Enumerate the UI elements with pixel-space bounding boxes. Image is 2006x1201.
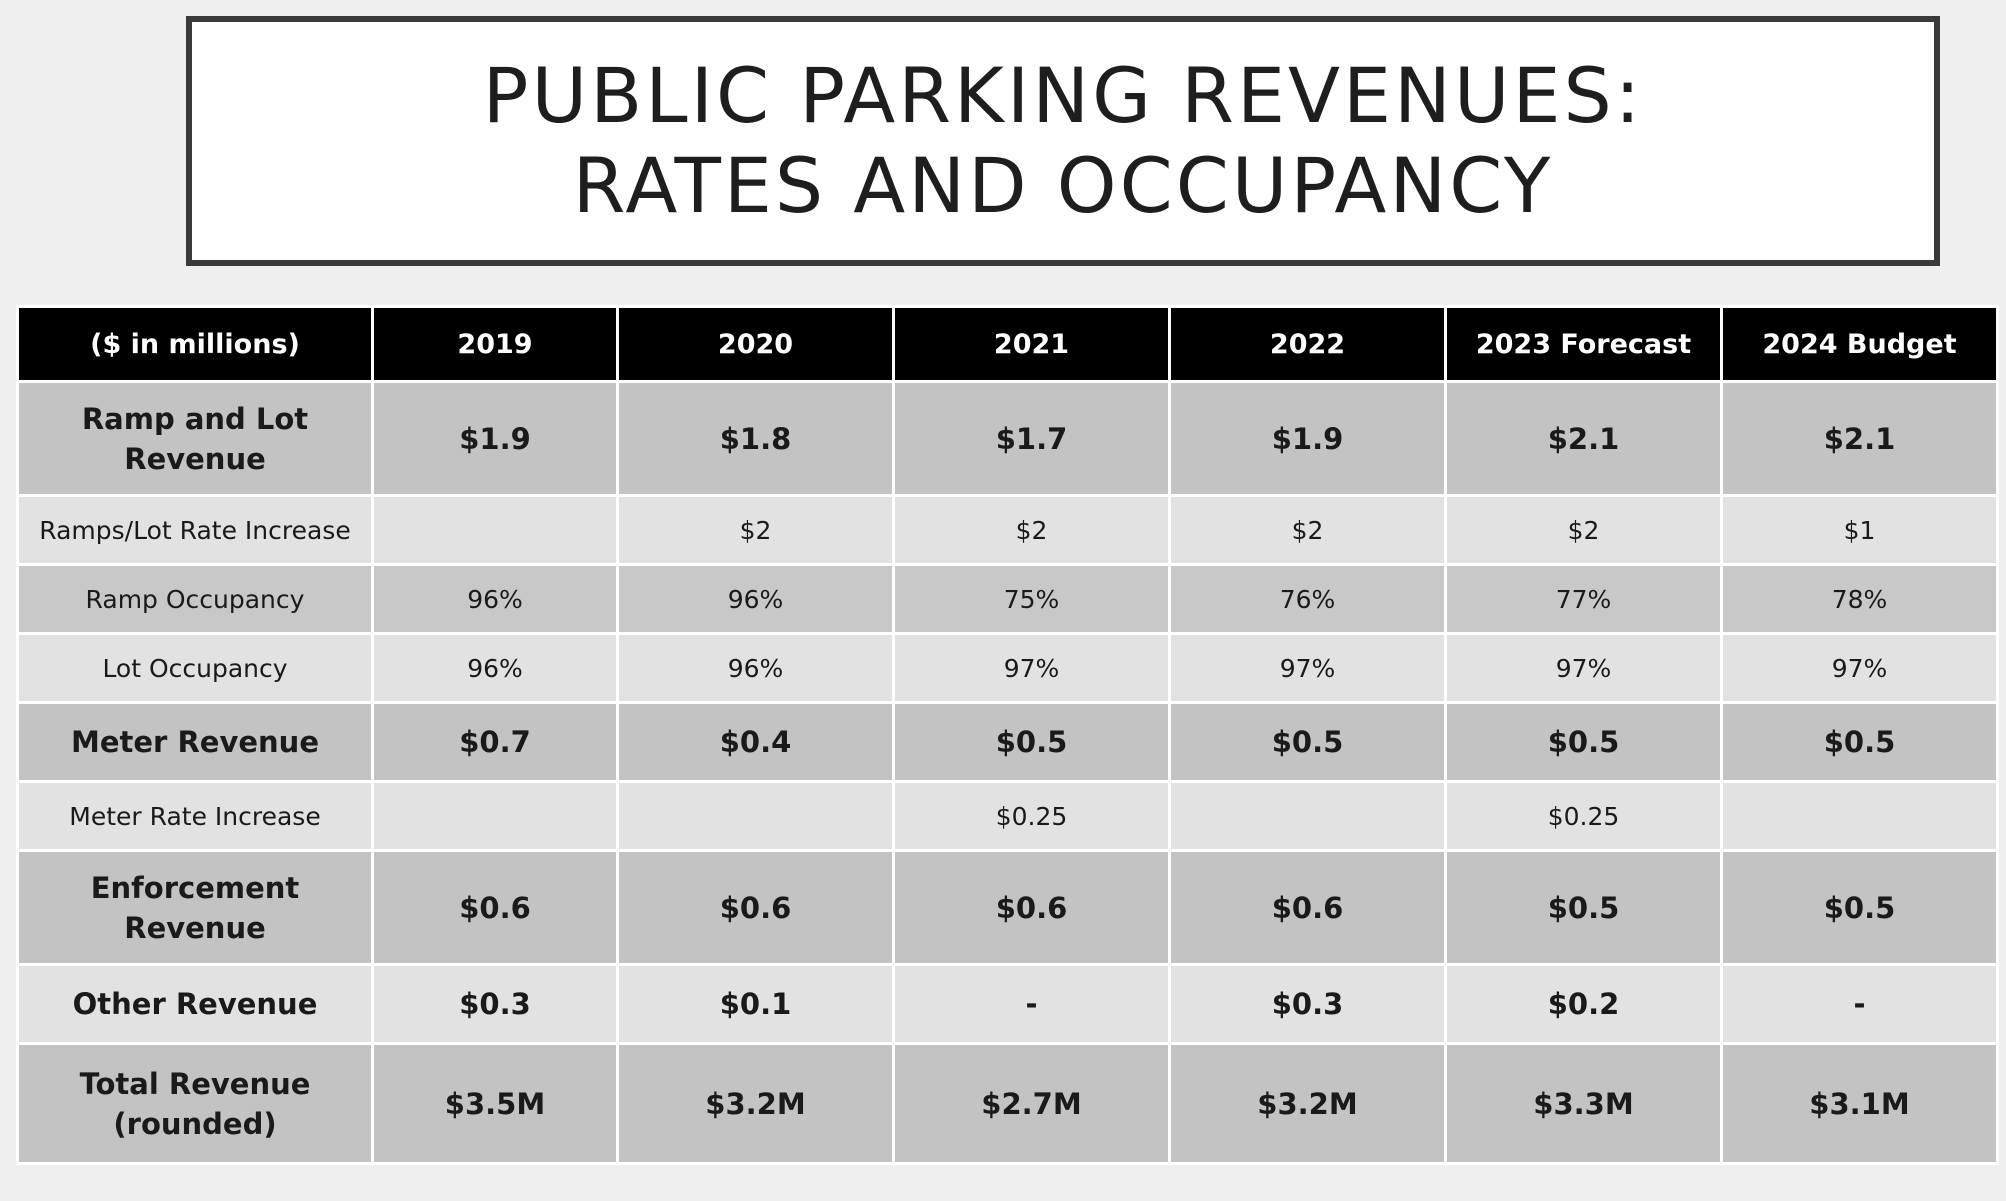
row-label: Ramps/Lot Rate Increase <box>16 494 374 566</box>
table-cell: 97% <box>1444 632 1723 704</box>
table-cell: $0.25 <box>892 780 1171 852</box>
table-row-ramp-occupancy: Ramp Occupancy 96% 96% 75% 76% 77% 78% <box>16 563 1999 635</box>
table-cell: $0.1 <box>616 963 895 1045</box>
table-cell: 75% <box>892 563 1171 635</box>
table-cell: $1.8 <box>616 380 895 497</box>
table-cell <box>1168 780 1447 852</box>
table-cell: $0.6 <box>371 849 619 966</box>
header-cell-2024-budget: 2024 Budget <box>1720 305 1999 383</box>
table-cell: $3.5M <box>371 1042 619 1165</box>
page-title-line-1: PUBLIC PARKING REVENUES: <box>482 51 1644 140</box>
header-cell-2021: 2021 <box>892 305 1171 383</box>
table-cell: 97% <box>892 632 1171 704</box>
table-cell: $1 <box>1720 494 1999 566</box>
title-box: PUBLIC PARKING REVENUES: RATES AND OCCUP… <box>186 16 1940 266</box>
table-cell: $3.3M <box>1444 1042 1723 1165</box>
row-label: Ramp and Lot Revenue <box>16 380 374 497</box>
table-cell <box>371 494 619 566</box>
table-cell: $0.5 <box>1444 849 1723 966</box>
table-cell: $0.3 <box>371 963 619 1045</box>
table-cell: $0.5 <box>1168 701 1447 783</box>
row-label: Other Revenue <box>16 963 374 1045</box>
table-cell: $2.1 <box>1720 380 1999 497</box>
row-label: Enforcement Revenue <box>16 849 374 966</box>
table-cell: 96% <box>616 632 895 704</box>
table-cell: $0.5 <box>1444 701 1723 783</box>
table-cell: $1.9 <box>371 380 619 497</box>
table-cell <box>1720 780 1999 852</box>
table-cell <box>371 780 619 852</box>
table-cell: 96% <box>371 563 619 635</box>
header-cell-2022: 2022 <box>1168 305 1447 383</box>
table-cell: $2.7M <box>892 1042 1171 1165</box>
table-header-row: ($ in millions) 2019 2020 2021 2022 2023… <box>16 305 1999 383</box>
table-cell: $0.5 <box>892 701 1171 783</box>
table-cell: $3.2M <box>616 1042 895 1165</box>
table-row-other-revenue: Other Revenue $0.3 $0.1 - $0.3 $0.2 - <box>16 963 1999 1045</box>
page-title-line-2: RATES AND OCCUPANCY <box>572 141 1554 230</box>
table-row-lot-occupancy: Lot Occupancy 96% 96% 97% 97% 97% 97% <box>16 632 1999 704</box>
table-cell: $2 <box>616 494 895 566</box>
table-cell: - <box>1720 963 1999 1045</box>
table-row-meter-revenue: Meter Revenue $0.7 $0.4 $0.5 $0.5 $0.5 $… <box>16 701 1999 783</box>
table-cell: $2.1 <box>1444 380 1723 497</box>
table-cell: - <box>892 963 1171 1045</box>
table-row-enforcement-revenue: Enforcement Revenue $0.6 $0.6 $0.6 $0.6 … <box>16 849 1999 966</box>
header-cell-2020: 2020 <box>616 305 895 383</box>
table-cell: $2 <box>1444 494 1723 566</box>
row-label: Lot Occupancy <box>16 632 374 704</box>
table-row-meter-rate-increase: Meter Rate Increase $0.25 $0.25 <box>16 780 1999 852</box>
table-cell: $0.5 <box>1720 701 1999 783</box>
table-cell: $0.25 <box>1444 780 1723 852</box>
table-cell: $3.2M <box>1168 1042 1447 1165</box>
revenue-table: ($ in millions) 2019 2020 2021 2022 2023… <box>16 305 1999 1165</box>
table-cell: $0.5 <box>1720 849 1999 966</box>
table-cell <box>616 780 895 852</box>
table-cell: $0.4 <box>616 701 895 783</box>
table-cell: 76% <box>1168 563 1447 635</box>
header-cell-2023-forecast: 2023 Forecast <box>1444 305 1723 383</box>
table-cell: $0.6 <box>892 849 1171 966</box>
table-cell: $3.1M <box>1720 1042 1999 1165</box>
table-row-total-revenue: Total Revenue (rounded) $3.5M $3.2M $2.7… <box>16 1042 1999 1165</box>
table-cell: $1.7 <box>892 380 1171 497</box>
table-cell: 77% <box>1444 563 1723 635</box>
table-cell: $0.3 <box>1168 963 1447 1045</box>
table-row-rate-increase: Ramps/Lot Rate Increase $2 $2 $2 $2 $1 <box>16 494 1999 566</box>
table-cell: $0.6 <box>616 849 895 966</box>
row-label: Total Revenue (rounded) <box>16 1042 374 1165</box>
header-cell-2019: 2019 <box>371 305 619 383</box>
row-label: Meter Revenue <box>16 701 374 783</box>
table-cell: 96% <box>616 563 895 635</box>
row-label: Meter Rate Increase <box>16 780 374 852</box>
table-row-ramp-lot-revenue: Ramp and Lot Revenue $1.9 $1.8 $1.7 $1.9… <box>16 380 1999 497</box>
row-label: Ramp Occupancy <box>16 563 374 635</box>
table-cell: 97% <box>1720 632 1999 704</box>
table-cell: 97% <box>1168 632 1447 704</box>
table-cell: $0.7 <box>371 701 619 783</box>
table-cell: 78% <box>1720 563 1999 635</box>
table-cell: $2 <box>892 494 1171 566</box>
header-cell-units: ($ in millions) <box>16 305 374 383</box>
table-cell: $2 <box>1168 494 1447 566</box>
table-cell: $1.9 <box>1168 380 1447 497</box>
table-cell: $0.2 <box>1444 963 1723 1045</box>
table-cell: $0.6 <box>1168 849 1447 966</box>
table-cell: 96% <box>371 632 619 704</box>
